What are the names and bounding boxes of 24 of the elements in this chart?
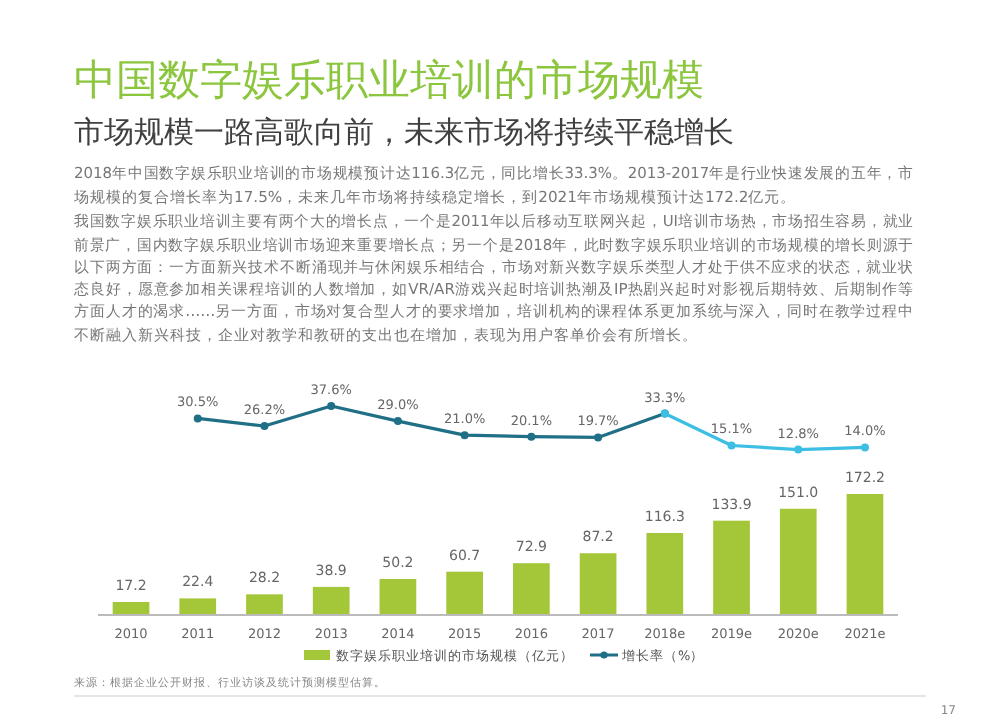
- bar: [779, 508, 817, 614]
- bar: [112, 602, 150, 614]
- point: [260, 422, 269, 431]
- bar: [846, 494, 884, 614]
- point: [327, 402, 336, 410]
- bar: [179, 598, 217, 614]
- point: [860, 443, 869, 452]
- bar: [513, 563, 550, 614]
- point: [393, 417, 402, 426]
- bar: [713, 520, 750, 614]
- point: [193, 414, 202, 423]
- chart-title: 中国数字娱乐职业培训的市场规模: [74, 56, 704, 104]
- bar: [646, 532, 684, 614]
- point: [527, 432, 536, 441]
- bar: [579, 553, 617, 614]
- point: [794, 445, 803, 454]
- point: [727, 441, 736, 450]
- bar: [312, 586, 350, 614]
- chart-subtitle: 市场规模一路高歌向前，未来市场将持续平稳增长: [74, 114, 734, 150]
- bar: [246, 594, 283, 614]
- bar: [446, 571, 483, 614]
- point: [460, 431, 469, 440]
- point: [594, 433, 603, 442]
- bar: [379, 579, 417, 614]
